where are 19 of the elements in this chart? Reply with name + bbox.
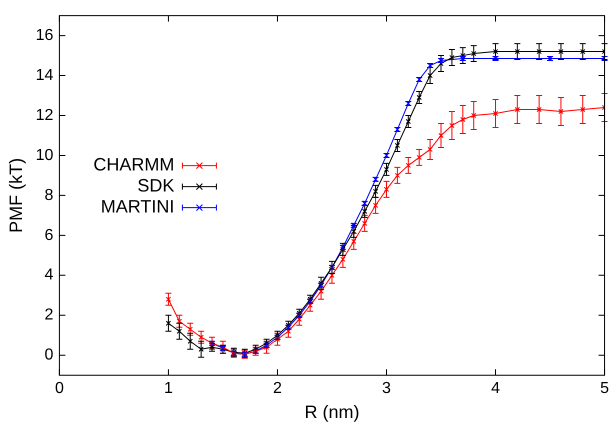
x-tick-label: 2: [273, 380, 282, 398]
x-tick-label: 5: [600, 380, 610, 398]
y-axis-title: PMF (kT): [6, 158, 26, 233]
x-tick-label: 4: [491, 380, 500, 398]
x-tick-label: 1: [164, 380, 173, 398]
y-tick-label: 16: [36, 26, 54, 44]
y-tick-label: 2: [44, 306, 54, 324]
x-axis-title: R (nm): [304, 402, 360, 422]
y-tick-label: 8: [44, 186, 54, 204]
y-tick-label: 12: [36, 106, 54, 124]
y-tick-label: 4: [44, 266, 54, 284]
y-tick-label: 14: [36, 66, 54, 84]
y-tick-label: 0: [44, 346, 54, 364]
y-tick-label: 6: [44, 226, 54, 244]
x-tick-label: 3: [382, 380, 392, 398]
legend-label: MARTINI: [100, 196, 174, 217]
legend-label: SDK: [137, 176, 174, 196]
y-tick-label: 10: [36, 146, 54, 164]
legend-label: CHARMM: [93, 154, 174, 175]
